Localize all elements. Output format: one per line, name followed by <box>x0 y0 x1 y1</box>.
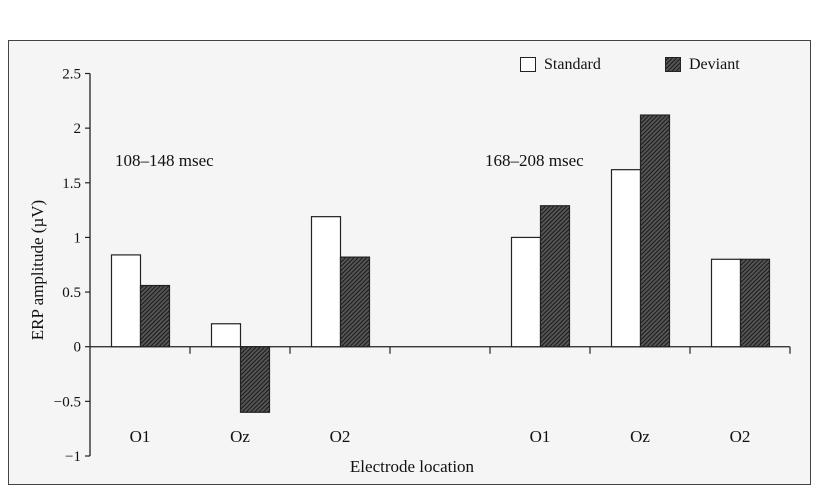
y-axis-label: ERP amplitude (µV) <box>28 200 47 340</box>
legend-swatch-deviant <box>665 57 681 72</box>
annotation-early-window: 108–148 msec <box>115 151 214 170</box>
x-tick-label: Oz <box>630 427 650 446</box>
y-tick-label: 2.5 <box>62 67 81 83</box>
bar-standard-o1 <box>110 254 142 348</box>
bar-deviant-o1 <box>539 205 571 348</box>
x-tick-label: O2 <box>730 427 751 446</box>
x-tick-label: O1 <box>130 427 151 446</box>
chart-frame <box>8 40 811 485</box>
bar-deviant-oz <box>239 346 271 413</box>
legend-swatch-standard <box>520 57 536 72</box>
annotation-late-window: 168–208 msec <box>485 151 584 170</box>
y-tick-label: 1.5 <box>62 176 81 192</box>
y-tick-label: −1 <box>65 449 81 465</box>
y-tick-label: 2 <box>74 121 82 137</box>
y-tick-label: 0.5 <box>62 285 81 301</box>
bar-standard-o2 <box>310 216 342 348</box>
bar-deviant-o2 <box>339 256 371 348</box>
bar-standard-oz <box>610 169 642 348</box>
bar-deviant-o2 <box>739 258 771 348</box>
x-tick-label: Oz <box>230 427 250 446</box>
bar-standard-o2 <box>710 258 742 348</box>
legend-label-standard: Standard <box>544 56 601 73</box>
y-tick-label: 0 <box>74 340 82 356</box>
bar-deviant-oz <box>639 114 671 348</box>
bar-standard-o1 <box>510 236 542 348</box>
legend-label-deviant: Deviant <box>689 56 740 73</box>
x-tick-label: O2 <box>330 427 351 446</box>
y-tick-label: 1 <box>74 230 82 246</box>
y-tick-label: −0.5 <box>54 394 81 410</box>
x-axis-label: Electrode location <box>350 457 475 476</box>
legend: Standard Deviant <box>520 56 740 73</box>
x-tick-label: O1 <box>530 427 551 446</box>
bar-standard-oz <box>210 323 242 348</box>
bar-deviant-o1 <box>139 284 171 348</box>
